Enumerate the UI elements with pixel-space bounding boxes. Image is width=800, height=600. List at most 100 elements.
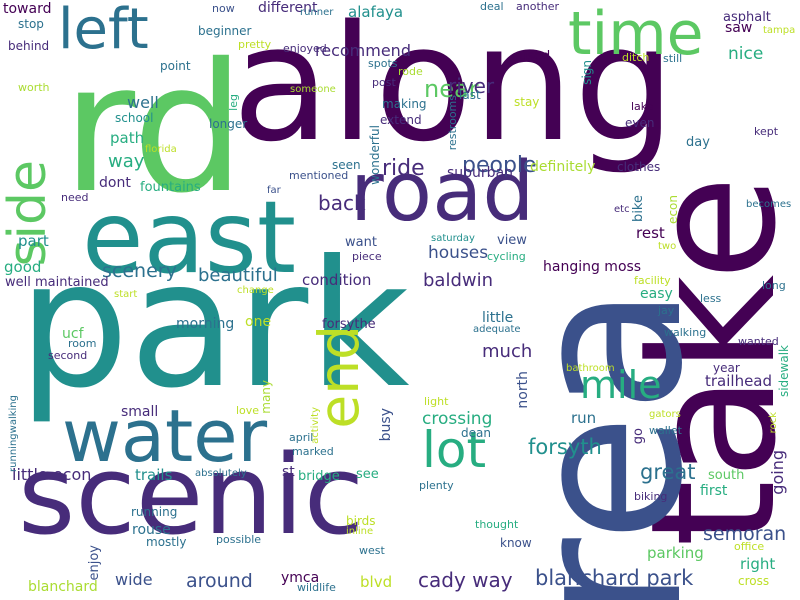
word-school: school [115, 111, 154, 125]
word-now: now [212, 2, 235, 15]
word-change: change [237, 285, 274, 296]
word-longer: longer [209, 117, 248, 131]
word-know: know [500, 536, 532, 550]
word-enjoy: enjoy [87, 545, 102, 581]
word-saw: saw [725, 20, 753, 36]
word-cycling: cycling [487, 250, 526, 263]
word-florida: florida [145, 144, 177, 155]
word-cross: cross [738, 574, 770, 588]
word-time: time [568, 0, 704, 69]
word-people: people [462, 153, 537, 178]
word-piece: piece [352, 250, 382, 263]
word-stay: stay [514, 95, 540, 109]
word-go: go [631, 428, 646, 445]
word-etc: etc [614, 204, 630, 215]
word-day: day [686, 135, 710, 150]
word-little: little [482, 310, 514, 326]
word-running: running [131, 505, 178, 519]
word-busy: busy [378, 408, 394, 442]
word-runningwalking: runningwalking [8, 395, 19, 472]
word-leg: leg [227, 94, 240, 111]
word-around: around [186, 570, 253, 592]
word-someone: someone [290, 84, 336, 95]
word-second: second [48, 349, 88, 362]
word-suburban: suburban [447, 165, 514, 181]
word-last: last [459, 88, 481, 102]
word-asphalt: asphalt [723, 10, 771, 25]
word-jay: jay [658, 304, 675, 317]
word-trailhead: trailhead [705, 372, 773, 390]
word-less: less [700, 292, 722, 305]
word-need: need [61, 191, 89, 204]
word-forsythe: forsythe [322, 317, 376, 332]
word-houses: houses [428, 243, 489, 263]
word-saturday: saturday [431, 233, 475, 244]
word-park: park [18, 224, 410, 427]
word-wonderful: wonderful [368, 125, 382, 185]
word-point: point [160, 59, 191, 73]
word-toward: toward [3, 1, 52, 17]
word-inline: inline [346, 526, 374, 537]
word-left: left [58, 0, 149, 62]
word-water: water [62, 394, 268, 478]
word-facility: facility [634, 274, 671, 287]
word-near: near [424, 75, 479, 103]
word-dont: dont [99, 175, 131, 191]
word-walking: walking [664, 326, 707, 339]
word-lot: lot [422, 421, 487, 479]
word-semoran: semoran [703, 523, 787, 545]
word-along: along [232, 0, 676, 177]
word-blvd: blvd [360, 573, 393, 591]
word-east: east [82, 179, 297, 296]
word-easy: easy [640, 286, 673, 302]
word-view: view [497, 233, 527, 248]
word-adequate: adequate [473, 324, 521, 335]
word-see: see [356, 467, 379, 482]
word-recommend: recommend [315, 41, 411, 60]
word-light: light [424, 395, 449, 408]
word-rock: rock [768, 412, 779, 434]
word-st: st [282, 464, 295, 480]
word-rode: rode [398, 65, 423, 78]
word-beginner: beginner [198, 24, 252, 38]
word-bike: bike [631, 195, 646, 222]
word-econ: econ [666, 195, 680, 224]
word-plenty: plenty [419, 479, 454, 492]
word-north: north [515, 371, 531, 409]
word-forsyth: forsyth [528, 435, 602, 459]
word-love: love [236, 404, 260, 417]
word-sign: sign [580, 60, 594, 85]
word-back: back [318, 191, 366, 215]
word-office: office [734, 540, 765, 553]
word-april: april [289, 431, 314, 444]
word-dean: dean [461, 426, 491, 440]
word-clothes: clothes [617, 160, 661, 174]
word-well: well [127, 93, 159, 112]
word-much: much [482, 341, 533, 362]
word-wanted: wanted [738, 335, 779, 348]
word-little-econ: little econ [12, 465, 92, 484]
word-run: run [571, 409, 597, 427]
word-condition: condition [302, 271, 372, 289]
word-side: side [0, 160, 58, 267]
word-first: first [700, 483, 728, 499]
word-scenic: scenic [18, 431, 365, 559]
word-extend: extend [380, 113, 422, 127]
word-well-maintained: well maintained [5, 275, 109, 290]
word-river: river [448, 74, 495, 98]
word-different: different [258, 0, 318, 16]
word-ditch: ditch [622, 51, 650, 64]
word-spots: spots [368, 57, 398, 70]
word-possible: possible [216, 533, 262, 546]
word-thought: thought [475, 518, 519, 531]
word-wide: wide [115, 570, 153, 589]
word-ride: ride [382, 156, 425, 181]
word-bridge: bridge [298, 469, 340, 484]
word-alafaya: alafaya [348, 3, 404, 21]
word-way: way [108, 151, 145, 172]
word-blanchard: blanchard [28, 579, 98, 595]
word-another: another [516, 0, 560, 13]
word-west: west [359, 544, 385, 557]
word-post: post [372, 76, 396, 89]
